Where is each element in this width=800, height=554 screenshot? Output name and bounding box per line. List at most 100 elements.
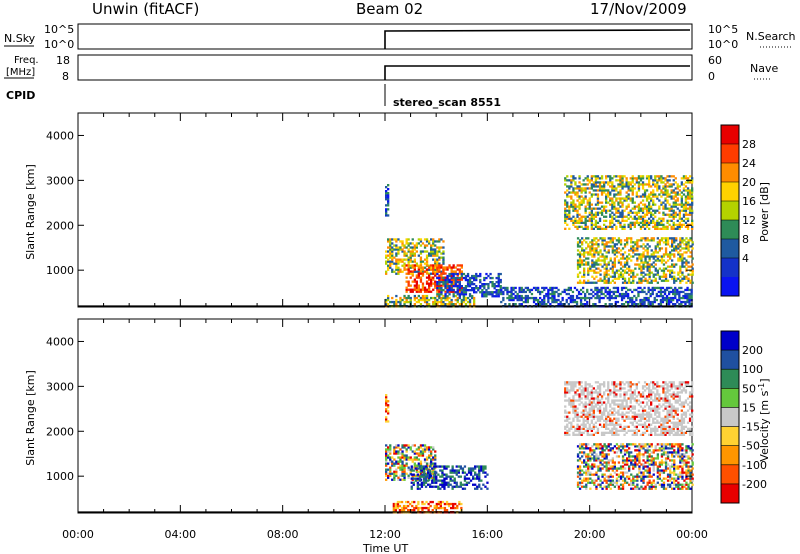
range-cell	[438, 281, 441, 284]
range-cell	[590, 296, 593, 300]
nave-label: Nave	[750, 62, 778, 75]
range-cell	[395, 470, 398, 473]
range-cell	[412, 469, 415, 472]
range-cell	[599, 445, 602, 448]
range-cell	[482, 467, 485, 470]
range-cell	[639, 433, 643, 436]
range-cell	[420, 473, 424, 476]
range-cell	[589, 447, 592, 450]
range-cell	[590, 395, 593, 398]
range-cell	[466, 300, 470, 304]
range-cell	[393, 464, 396, 467]
range-cell	[633, 215, 636, 218]
range-cell	[625, 292, 628, 296]
range-cell	[403, 456, 406, 459]
range-cell	[617, 277, 621, 280]
range-cell	[668, 290, 671, 294]
range-cell	[430, 296, 433, 300]
range-cell	[627, 294, 630, 298]
range-cell	[589, 267, 592, 270]
range-cell	[652, 201, 655, 204]
range-cell	[405, 462, 408, 465]
range-cell	[654, 221, 657, 224]
range-cell	[674, 205, 677, 208]
range-cell	[605, 485, 608, 488]
range-cell	[436, 260, 439, 263]
range-cell	[650, 177, 653, 180]
range-cell	[648, 175, 651, 178]
range-cell	[641, 387, 645, 390]
range-cell	[450, 289, 453, 292]
range-cell	[664, 395, 667, 398]
range-cell	[452, 278, 455, 281]
range-cell	[630, 247, 633, 250]
range-cell	[688, 393, 692, 396]
range-cell	[405, 254, 408, 257]
range-cell	[468, 289, 472, 292]
range-cell	[591, 247, 594, 250]
range-cell	[564, 219, 567, 222]
range-cell	[572, 385, 575, 388]
range-cell	[593, 277, 596, 280]
range-cell	[434, 248, 437, 251]
range-cell	[526, 300, 529, 304]
range-cell	[590, 429, 593, 432]
range-cell	[627, 187, 630, 190]
range-cell	[603, 477, 606, 480]
range-cell	[431, 479, 434, 482]
range-cell	[578, 245, 582, 248]
range-cell	[670, 185, 673, 188]
range-cell	[613, 413, 616, 416]
range-cell	[650, 199, 653, 202]
range-cell	[656, 393, 659, 396]
range-cell	[633, 221, 636, 224]
range-cell	[687, 255, 690, 258]
range-cell	[664, 273, 668, 276]
range-cell	[668, 433, 671, 436]
range-cell	[643, 221, 647, 224]
range-cell	[600, 411, 604, 414]
range-cell	[446, 291, 449, 294]
range-cell	[599, 469, 602, 472]
range-cell	[615, 383, 618, 386]
range-cell	[440, 289, 443, 292]
range-cell	[403, 252, 406, 255]
range-cell	[674, 303, 677, 306]
range-cell	[585, 247, 588, 250]
range-cell	[666, 213, 669, 216]
range-cell	[603, 245, 606, 248]
range-cell	[581, 447, 584, 450]
range-cell	[641, 401, 645, 404]
range-cell	[423, 294, 427, 298]
range-cell	[646, 249, 649, 252]
range-cell	[421, 270, 425, 273]
range-cell	[684, 288, 687, 292]
range-cell	[387, 238, 390, 241]
range-cell	[588, 407, 591, 410]
range-cell	[590, 227, 593, 230]
range-cell	[643, 219, 647, 222]
range-cell	[435, 485, 438, 488]
range-cell	[650, 207, 653, 210]
range-cell	[668, 405, 671, 408]
range-cell	[479, 274, 482, 278]
range-cell	[434, 258, 437, 261]
freq-trace	[384, 65, 690, 80]
range-cell	[598, 207, 602, 210]
range-cell	[615, 411, 618, 414]
range-cell	[564, 177, 567, 180]
range-cell	[623, 183, 626, 186]
range-cell	[403, 296, 406, 300]
range-cell	[405, 258, 408, 261]
range-cell	[428, 303, 431, 306]
range-cell	[593, 483, 596, 486]
range-cell	[389, 444, 392, 447]
range-cell	[484, 471, 487, 474]
range-cell	[583, 485, 586, 488]
range-cell	[391, 252, 394, 255]
range-cell	[403, 264, 406, 267]
range-cell	[662, 419, 665, 422]
range-cell	[595, 487, 598, 490]
range-cell	[434, 284, 437, 287]
range-cell	[654, 273, 657, 276]
